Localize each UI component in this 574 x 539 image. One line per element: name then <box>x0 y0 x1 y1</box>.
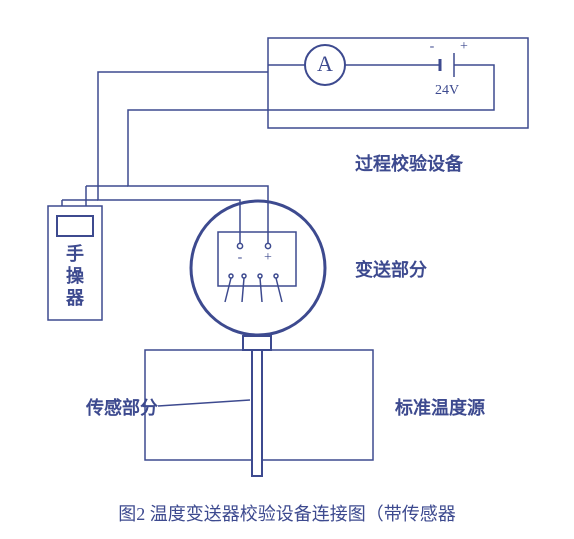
diagram-stage: A - +24V 过程校验设备 - + 变送部分标准温度源 传感部分 手操器图2 温度变送器校验… <box>0 0 574 534</box>
diagram-svg: A - +24V 过程校验设备 - + 变送部分标准温度源 传感部分 手操器图2 温度变送器校验… <box>0 0 574 534</box>
calibration-label: 过程校验设备 <box>355 153 464 174</box>
battery-minus-label: - <box>430 39 435 54</box>
handheld-screen <box>57 216 93 236</box>
transmitter-label: 变送部分 <box>355 259 427 280</box>
sensor-terminal-2 <box>258 274 262 278</box>
terminal-neg <box>237 243 242 248</box>
handheld-label-2: 操 <box>66 265 85 286</box>
sensor-terminal-3 <box>274 274 278 278</box>
sensor-part-label: 传感部分 <box>85 397 158 418</box>
terminal-pos-label: + <box>264 250 272 265</box>
temperature-source-label: 标准温度源 <box>394 397 485 418</box>
calibration-box <box>268 38 528 128</box>
terminal-neg-label: - <box>238 250 243 265</box>
sensor-probe-top <box>252 350 262 476</box>
battery-voltage-label: 24V <box>435 83 459 98</box>
battery-plus-label: + <box>460 39 468 54</box>
figure-caption: 图2 温度变送器校验设备连接图（带传感器 <box>118 504 456 524</box>
transmitter-neck <box>243 336 271 350</box>
ammeter-label: A <box>317 51 333 76</box>
handheld-label-3: 器 <box>65 288 85 308</box>
handheld-label-1: 手 <box>66 243 84 264</box>
terminal-pos <box>265 243 270 248</box>
sensor-leader-line <box>158 400 250 406</box>
sensor-terminal-0 <box>229 274 233 278</box>
sensor-terminal-1 <box>242 274 246 278</box>
